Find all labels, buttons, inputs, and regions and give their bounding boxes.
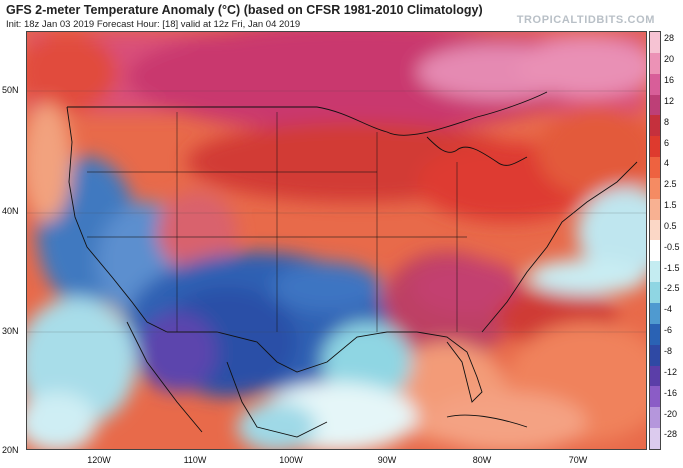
colorbar-swatch: [650, 32, 660, 53]
lon-label-110w: 110W: [183, 455, 207, 465]
colorbar-label: -20: [664, 408, 678, 419]
colorbar-swatch: [650, 344, 660, 366]
colorbar-swatch: [650, 94, 660, 116]
colorbar-label: -1.5: [664, 262, 680, 273]
colorbar-label: 28: [664, 33, 675, 44]
lat-label-20n: 20N: [2, 445, 19, 455]
colorbar-label: 0.5: [664, 220, 677, 231]
colorbar: [649, 31, 661, 450]
colorbar-label: -16: [664, 387, 678, 398]
anomaly-map: [26, 31, 647, 450]
colorbar-label: 6: [664, 137, 670, 148]
colorbar-labels: 28 20 16 12 8 6 4 2.5 1.5 0.5 -0.5 -1.5 -2.5 -4 -6 -8 -1…: [664, 31, 683, 450]
lat-label-50n: 50N: [2, 85, 19, 95]
colorbar-label: 16: [664, 74, 675, 85]
anomaly-field: [27, 32, 646, 449]
colorbar-swatch: [650, 282, 660, 303]
colorbar-swatch: [650, 198, 660, 220]
colorbar-swatch: [650, 136, 660, 158]
colorbar-label: 8: [664, 116, 670, 127]
colorbar-swatch: [650, 302, 660, 324]
colorbar-label: 12: [664, 95, 675, 106]
colorbar-label: -6: [664, 325, 673, 336]
colorbar-swatch: [650, 177, 660, 199]
lon-label-80w: 80W: [472, 455, 492, 465]
lon-label-70w: 70W: [568, 455, 588, 465]
map-title: GFS 2-meter Temperature Anomaly (°C) (ba…: [6, 3, 483, 17]
colorbar-swatch: [650, 219, 660, 241]
colorbar-swatch: [650, 386, 660, 408]
colorbar-swatch: [650, 52, 660, 74]
colorbar-label: -28: [664, 429, 678, 440]
colorbar-swatch: [650, 428, 660, 449]
colorbar-label: -0.5: [664, 241, 680, 252]
colorbar-swatch: [650, 157, 660, 178]
colorbar-label: 1.5: [664, 200, 677, 211]
colorbar-swatch: [650, 365, 660, 387]
colorbar-label: 4: [664, 158, 670, 169]
lat-label-30n: 30N: [2, 326, 19, 336]
colorbar-label: -2.5: [664, 283, 680, 294]
colorbar-label: 2.5: [664, 179, 677, 190]
colorbar-swatch: [650, 407, 660, 429]
colorbar-swatch: [650, 240, 660, 262]
colorbar-swatch: [650, 261, 660, 283]
colorbar-swatch: [650, 115, 660, 137]
map-subtitle: Init: 18z Jan 03 2019 Forecast Hour: [18…: [6, 19, 301, 30]
colorbar-swatch: [650, 323, 660, 345]
colorbar-label: -12: [664, 366, 678, 377]
brand-watermark: TROPICALTIDBITS.COM: [516, 14, 655, 26]
lon-label-90w: 90W: [377, 455, 397, 465]
lon-label-100w: 100W: [279, 455, 303, 465]
lat-label-40n: 40N: [2, 206, 19, 216]
lon-label-120w: 120W: [87, 455, 111, 465]
colorbar-swatch: [650, 73, 660, 95]
colorbar-label: 20: [664, 54, 675, 65]
colorbar-label: -4: [664, 304, 673, 315]
colorbar-label: -8: [664, 346, 673, 357]
